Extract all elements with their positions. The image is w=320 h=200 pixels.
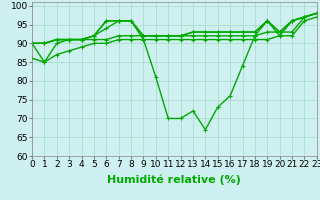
X-axis label: Humidité relative (%): Humidité relative (%) bbox=[108, 175, 241, 185]
